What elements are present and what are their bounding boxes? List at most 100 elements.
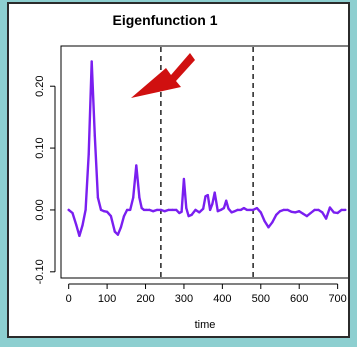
data-point xyxy=(321,211,324,214)
data-point xyxy=(259,211,262,214)
data-point xyxy=(175,208,178,211)
data-point xyxy=(194,208,197,211)
x-tick-label: 600 xyxy=(290,293,308,305)
x-tick-label: 200 xyxy=(136,293,154,305)
x-axis-label: time xyxy=(195,319,216,331)
data-point xyxy=(290,210,293,213)
data-point xyxy=(344,208,347,211)
data-point xyxy=(96,196,99,199)
data-point xyxy=(148,208,151,211)
data-point xyxy=(185,207,188,210)
data-point xyxy=(227,207,230,210)
data-point xyxy=(248,208,252,211)
data-point xyxy=(209,208,212,211)
x-tick-label: 0 xyxy=(66,293,72,305)
data-point xyxy=(182,177,185,181)
y-axis: -0.10 0.00 0.10 0.20 xyxy=(34,76,56,284)
data-point xyxy=(198,211,201,214)
red-arrow-annotation xyxy=(131,53,195,98)
x-axis: 0 100 200 300 400 500 600 700 xyxy=(66,283,347,305)
data-point xyxy=(84,208,87,211)
data-point xyxy=(140,207,143,210)
data-point xyxy=(275,213,278,216)
data-point xyxy=(102,210,106,213)
data-point xyxy=(142,208,146,211)
y-tick-label: 0.00 xyxy=(34,199,46,220)
data-point xyxy=(156,208,159,211)
data-point xyxy=(278,210,282,213)
data-point xyxy=(90,60,93,63)
data-point xyxy=(152,210,155,213)
data-point xyxy=(167,208,170,211)
data-point xyxy=(255,207,258,210)
data-point xyxy=(313,208,316,211)
data-point xyxy=(109,215,112,218)
data-point xyxy=(81,224,84,227)
data-point xyxy=(180,210,183,213)
data-point xyxy=(93,134,96,137)
x-tick-label: 400 xyxy=(213,293,231,305)
series-line xyxy=(67,60,347,238)
data-point xyxy=(282,208,285,211)
y-tick-label: 0.20 xyxy=(34,76,46,97)
data-point xyxy=(211,202,214,205)
chart-frame: Eigenfunction 1 0 100 200 300 400 500 600 700 -… xyxy=(7,2,350,338)
data-point xyxy=(106,210,109,213)
y-tick-label: 0.10 xyxy=(34,137,46,158)
data-point xyxy=(113,230,116,233)
data-point xyxy=(204,195,207,198)
data-point xyxy=(132,196,135,199)
data-point xyxy=(163,210,166,213)
data-point xyxy=(178,211,181,215)
data-point xyxy=(305,215,308,218)
data-point xyxy=(206,194,209,197)
data-point xyxy=(328,206,331,209)
data-point xyxy=(71,211,74,215)
x-tick-label: 500 xyxy=(252,293,270,305)
data-point xyxy=(317,208,320,211)
data-point xyxy=(159,208,162,211)
eigenfunction-chart: Eigenfunction 1 0 100 200 300 400 500 600 700 -… xyxy=(34,12,348,331)
data-point xyxy=(222,207,225,210)
data-point xyxy=(213,191,216,194)
data-point xyxy=(286,208,289,211)
data-point xyxy=(87,153,90,156)
data-point xyxy=(332,211,335,214)
data-point xyxy=(225,199,228,202)
data-point xyxy=(263,220,266,223)
data-point xyxy=(119,226,122,229)
data-points xyxy=(67,60,347,237)
data-point xyxy=(309,211,312,215)
data-point xyxy=(190,213,193,216)
data-point xyxy=(171,208,174,211)
data-point xyxy=(230,211,233,214)
chart-title: Eigenfunction 1 xyxy=(113,12,218,28)
data-point xyxy=(135,164,138,167)
data-point xyxy=(216,210,219,213)
data-point xyxy=(298,210,301,213)
x-tick-label: 100 xyxy=(98,293,116,305)
data-point xyxy=(271,221,274,224)
data-point xyxy=(126,208,129,211)
x-tick-label: 700 xyxy=(328,293,346,305)
data-point xyxy=(138,196,141,199)
data-point xyxy=(67,208,70,211)
y-tick-label: -0.10 xyxy=(34,259,46,284)
data-point xyxy=(336,211,339,215)
data-point xyxy=(122,215,126,218)
data-point xyxy=(340,208,343,211)
data-point xyxy=(187,215,190,218)
data-point xyxy=(239,208,242,211)
data-point xyxy=(236,208,239,211)
data-point xyxy=(75,224,78,227)
data-point xyxy=(245,208,249,211)
data-point xyxy=(294,211,297,214)
data-point xyxy=(99,208,103,211)
data-point xyxy=(145,208,148,211)
plot-area-border xyxy=(60,45,348,279)
data-point xyxy=(78,234,81,237)
data-point xyxy=(242,207,245,210)
data-point xyxy=(267,226,270,229)
data-point xyxy=(302,212,305,215)
data-point xyxy=(325,217,328,220)
